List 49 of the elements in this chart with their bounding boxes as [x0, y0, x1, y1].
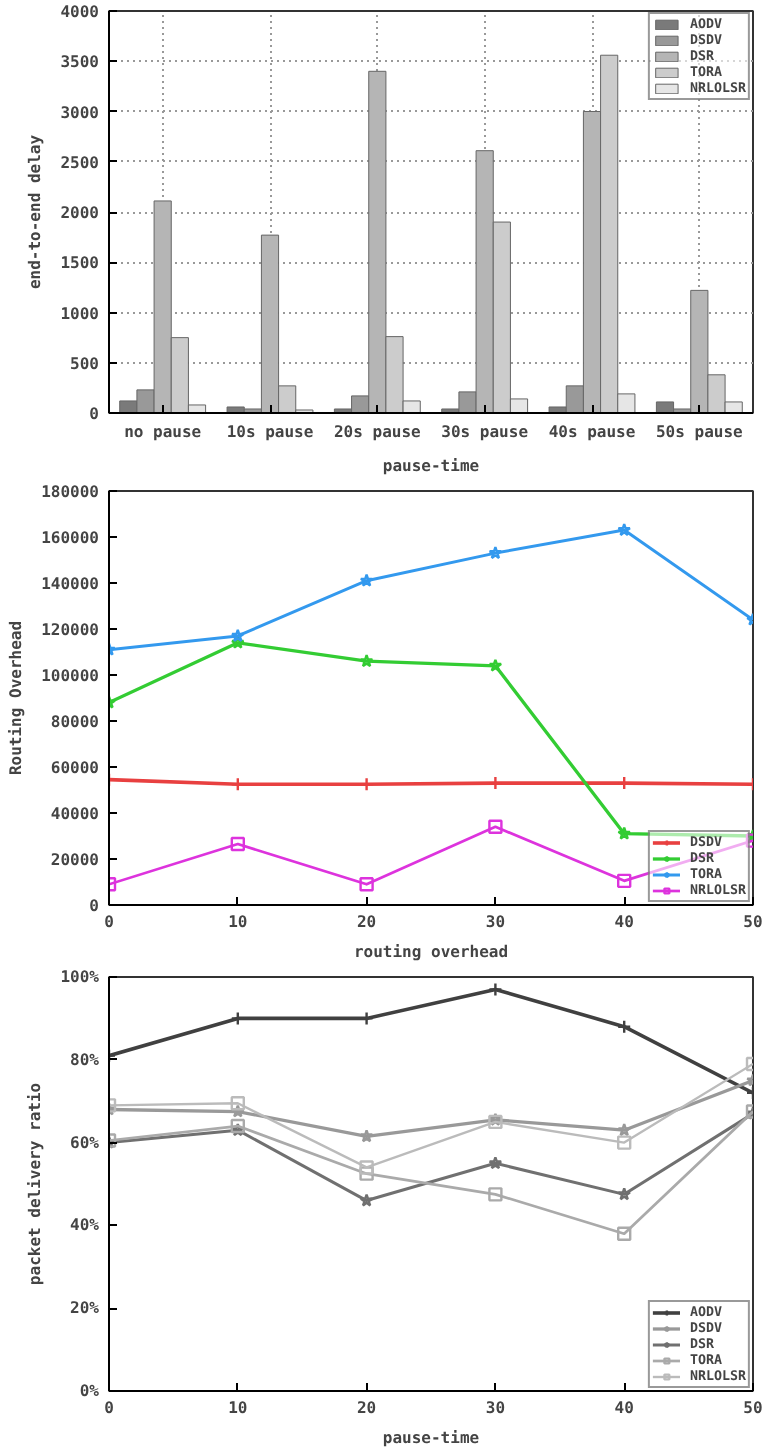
- y-tick-label: 2500: [60, 153, 100, 172]
- y-tick-label: 80000: [50, 713, 100, 731]
- y-axis-title: end-to-end delay: [26, 134, 45, 290]
- y-tick-label: 180000: [41, 483, 100, 501]
- x-tick-label: 40: [614, 913, 635, 931]
- y-tick-label: 20%: [70, 1299, 100, 1318]
- y-tick-label: 100%: [60, 968, 100, 986]
- y-tick-label: 60000: [50, 759, 100, 777]
- x-tick-label: 20s pause: [333, 423, 422, 441]
- x-tick-label: 20: [356, 913, 377, 931]
- y-tick-label: 3500: [60, 53, 100, 72]
- x-tick-label: 40: [614, 1399, 635, 1417]
- y-tick-label: 0: [89, 897, 100, 915]
- x-tick-label: 50: [743, 913, 763, 931]
- y-tick-label: 140000: [41, 575, 100, 593]
- x-axis-title: routing overhead: [353, 943, 509, 961]
- y-tick-label: 1000: [60, 304, 100, 323]
- y-tick-label: 0: [89, 405, 100, 423]
- y-tick-label: 2000: [60, 204, 100, 222]
- x-tick-label: no pause: [124, 423, 202, 441]
- x-tick-label: 0: [104, 913, 115, 931]
- y-tick-label: 60%: [70, 1133, 100, 1152]
- x-tick-label: 10: [228, 1399, 248, 1417]
- x-tick-label: 40s pause: [548, 423, 636, 441]
- x-tick-label: 20: [356, 1399, 377, 1417]
- y-tick-label: 20000: [50, 851, 100, 869]
- y-axis-title: Routing Overhead: [7, 620, 26, 776]
- x-tick-label: 10: [228, 913, 248, 931]
- y-tick-label: 0%: [79, 1382, 100, 1400]
- y-tick-label: 120000: [41, 621, 100, 639]
- x-tick-label: 30: [485, 913, 506, 931]
- y-axis-title: packet delivery ratio: [26, 1082, 45, 1286]
- y-tick-label: 80%: [70, 1050, 100, 1069]
- y-tick-label: 3000: [60, 103, 100, 122]
- y-tick-label: 40000: [50, 805, 100, 823]
- x-tick-label: 50s pause: [655, 423, 744, 441]
- x-tick-label: 10s pause: [226, 423, 314, 441]
- y-tick-label: 40%: [70, 1216, 100, 1235]
- y-tick-label: 1500: [60, 254, 100, 273]
- x-tick-label: 50: [743, 1399, 763, 1417]
- x-axis-title: pause-time: [382, 1429, 480, 1447]
- y-tick-label: 160000: [41, 529, 100, 547]
- x-tick-label: 30: [485, 1399, 506, 1417]
- x-axis-title: pause-time: [382, 457, 480, 475]
- x-tick-label: 0: [104, 1399, 115, 1417]
- y-tick-label: 500: [70, 354, 100, 373]
- x-tick-label: 30s pause: [441, 423, 529, 441]
- y-tick-label: 4000: [60, 3, 100, 21]
- y-tick-label: 100000: [41, 667, 100, 685]
